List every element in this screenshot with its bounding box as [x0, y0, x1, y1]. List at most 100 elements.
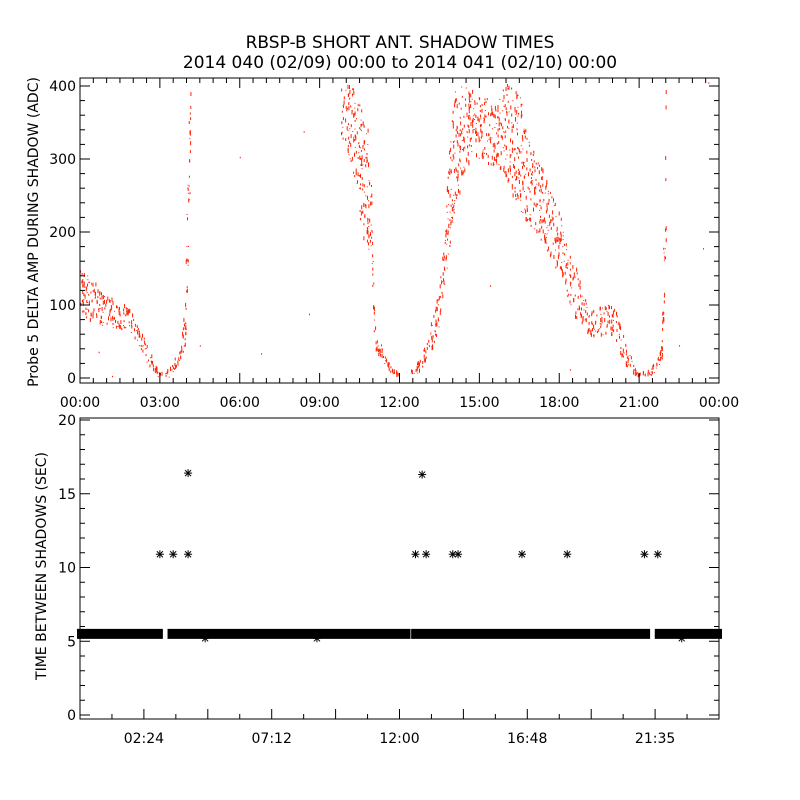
amp-point	[609, 319, 611, 324]
amp-point	[549, 191, 551, 194]
amp-point	[493, 163, 495, 165]
amp-point	[355, 171, 357, 176]
amp-point	[494, 115, 496, 119]
amp-point	[189, 199, 191, 201]
amp-point	[622, 353, 624, 357]
amp-point	[442, 272, 444, 276]
amp-point	[576, 316, 578, 319]
amp-point	[177, 364, 179, 366]
amp-point	[665, 226, 667, 231]
amp-point	[630, 356, 632, 360]
asterisk-point	[418, 470, 427, 479]
amp-point	[185, 325, 187, 329]
amp-point	[546, 242, 548, 244]
amp-point	[522, 161, 524, 166]
amp-point	[363, 159, 365, 162]
amp-point	[551, 196, 553, 199]
asterisk-point	[517, 550, 526, 559]
amp-point	[528, 218, 530, 220]
amp-point	[109, 309, 111, 314]
amp-point	[118, 310, 120, 315]
amp-point	[625, 361, 627, 365]
amp-point	[354, 102, 356, 104]
amp-point	[633, 369, 635, 371]
amp-point	[450, 204, 452, 207]
amp-point	[481, 153, 483, 156]
amp-point	[139, 330, 140, 332]
amp-point	[529, 220, 531, 222]
amp-point	[87, 302, 89, 303]
amp-point	[566, 267, 568, 269]
amp-point	[557, 239, 559, 242]
amp-point	[366, 157, 368, 162]
amp-point	[662, 317, 664, 320]
amp-point	[449, 193, 451, 198]
amp-point	[462, 172, 464, 176]
amp-point	[533, 160, 535, 163]
amp-point	[468, 91, 470, 95]
amp-point	[126, 312, 128, 315]
amp-point	[554, 237, 556, 242]
amp-point	[84, 286, 86, 288]
amp-point	[478, 138, 480, 143]
amp-point	[647, 369, 649, 374]
amp-point	[441, 280, 443, 285]
amp-point	[581, 314, 582, 317]
amp-point	[88, 281, 90, 283]
amp-point	[459, 150, 461, 153]
amp-point	[619, 323, 621, 326]
amp-point	[126, 310, 127, 312]
amp-point	[523, 162, 525, 164]
x-tick-label: 03:00	[140, 395, 180, 411]
amp-point	[84, 294, 86, 299]
amp-point	[662, 311, 664, 316]
amp-point	[397, 372, 399, 375]
amp-point	[515, 113, 517, 115]
amp-point	[360, 128, 362, 130]
amp-point	[656, 363, 658, 367]
amp-point	[144, 348, 146, 350]
amp-point	[539, 199, 541, 203]
amp-point	[360, 119, 362, 121]
amp-point	[426, 343, 428, 345]
amp-point	[96, 315, 98, 318]
amp-point	[458, 163, 460, 167]
amp-point	[665, 156, 667, 160]
amp-point	[500, 135, 502, 138]
amp-point	[99, 291, 101, 295]
y-tick-label: 20	[58, 413, 76, 429]
amp-point	[660, 350, 662, 353]
amp-point	[474, 113, 476, 116]
amp-point	[367, 219, 369, 221]
amp-point	[502, 89, 504, 92]
amp-point	[552, 201, 554, 203]
amp-point	[142, 349, 144, 353]
amp-point	[90, 312, 92, 317]
amp-point	[181, 348, 183, 353]
amp-point	[535, 178, 537, 181]
amp-point	[115, 320, 116, 323]
amp-point	[637, 374, 639, 378]
asterisk-point	[640, 550, 649, 559]
amp-point	[487, 140, 489, 142]
y-tick-label: 5	[67, 634, 76, 650]
amp-point	[616, 315, 618, 318]
amp-point	[531, 173, 532, 176]
amp-point	[519, 170, 521, 175]
amp-point	[89, 282, 91, 284]
amp-point	[545, 185, 547, 188]
amp-point	[453, 140, 455, 142]
amp-point	[449, 240, 451, 244]
amp-point	[627, 360, 629, 364]
amp-point	[510, 105, 512, 110]
amp-point	[451, 217, 453, 218]
amp-point	[113, 317, 115, 319]
y-tick-label: 10	[58, 561, 76, 577]
amp-point	[135, 330, 137, 332]
amp-point	[482, 149, 484, 151]
amp-point	[459, 129, 461, 132]
amp-point	[569, 274, 571, 276]
amp-point	[622, 355, 624, 358]
amp-point	[569, 263, 571, 265]
asterisk-point	[563, 550, 572, 559]
